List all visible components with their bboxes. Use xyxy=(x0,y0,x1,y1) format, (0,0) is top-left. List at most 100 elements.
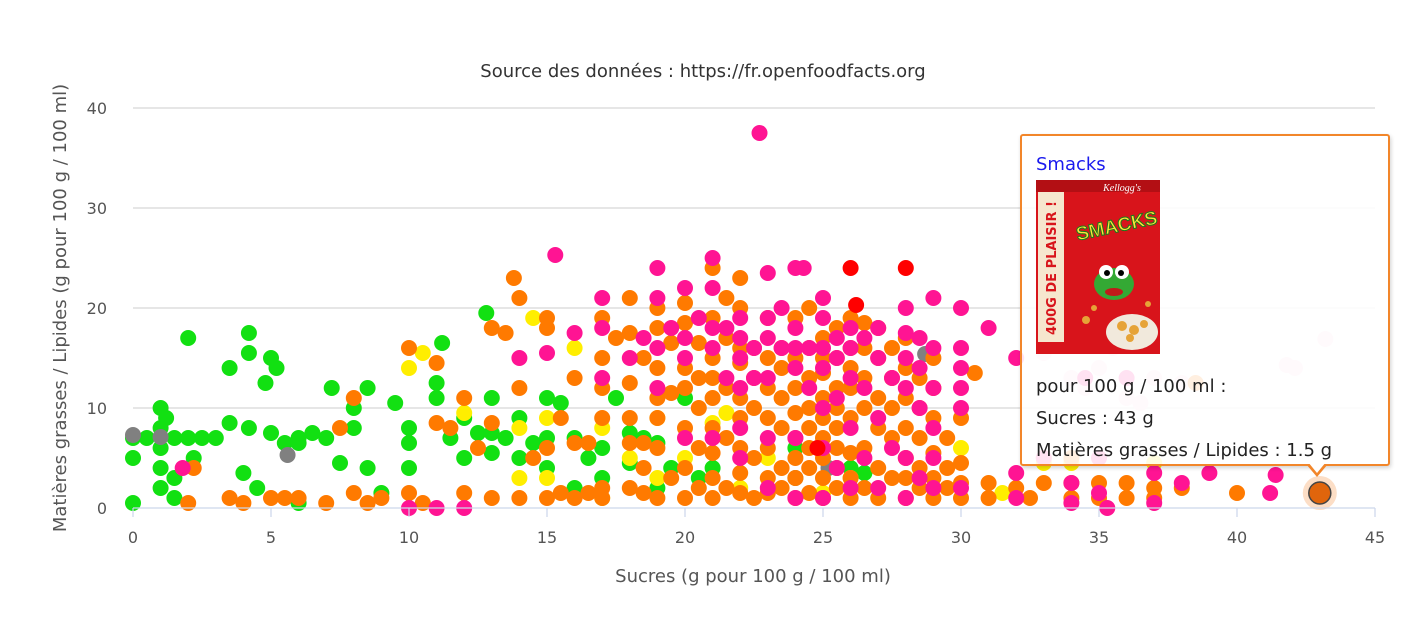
data-point-grade-C[interactable] xyxy=(677,460,693,476)
data-point-grade-C[interactable] xyxy=(497,325,514,341)
data-point-grade-C[interactable] xyxy=(401,340,417,356)
data-point-grade-A[interactable] xyxy=(345,420,362,436)
data-point-grade-C[interactable] xyxy=(345,485,362,501)
data-point-grade-D[interactable] xyxy=(801,340,818,356)
data-point-grade-D[interactable] xyxy=(842,480,859,496)
data-point-grade-C[interactable] xyxy=(483,415,500,431)
data-point-grade-A[interactable] xyxy=(180,430,197,446)
data-point-grade-D[interactable] xyxy=(566,325,583,341)
data-point-grade-D[interactable] xyxy=(773,340,790,356)
data-point-grade-C[interactable] xyxy=(428,415,445,431)
data-point-grade-A[interactable] xyxy=(359,460,376,476)
data-point-grade-C[interactable] xyxy=(456,485,473,501)
data-point-grade-A[interactable] xyxy=(125,450,141,466)
data-point-grade-D[interactable] xyxy=(1146,495,1163,511)
data-point-grade-C[interactable] xyxy=(345,390,362,406)
data-point-grade-D[interactable] xyxy=(953,340,969,356)
data-point-grade-A[interactable] xyxy=(428,375,445,391)
data-point-grade-A[interactable] xyxy=(276,435,293,451)
data-point-grade-D[interactable] xyxy=(925,420,942,436)
data-point-grade-D[interactable] xyxy=(704,340,721,356)
data-point-grade-B[interactable] xyxy=(525,310,542,326)
data-point-grade-C[interactable] xyxy=(884,340,900,356)
data-point-grade-C[interactable] xyxy=(815,470,831,486)
data-point-grade-A[interactable] xyxy=(456,450,473,466)
data-point-grade-C[interactable] xyxy=(511,490,528,506)
data-point-grade-C[interactable] xyxy=(428,355,445,371)
data-point-grade-B[interactable] xyxy=(621,450,638,466)
data-point-grade-C[interactable] xyxy=(980,475,997,491)
data-point-grade-C[interactable] xyxy=(732,465,749,481)
data-point-grade-C[interactable] xyxy=(773,360,790,376)
data-point-grade-D[interactable] xyxy=(690,310,707,326)
data-point-grade-C[interactable] xyxy=(505,270,522,286)
data-point-grade-A[interactable] xyxy=(401,420,417,436)
data-point-grade-C[interactable] xyxy=(911,430,928,446)
data-point-grade-D[interactable] xyxy=(1008,490,1025,506)
data-point-grade-D[interactable] xyxy=(649,290,666,306)
data-point-grade-C[interactable] xyxy=(870,460,887,476)
data-point-grade-A[interactable] xyxy=(257,375,274,391)
data-point-grade-C[interactable] xyxy=(773,480,790,496)
data-point-grade-A[interactable] xyxy=(207,430,224,446)
data-point-grade-D[interactable] xyxy=(953,300,969,316)
data-point-grade-C[interactable] xyxy=(552,485,569,501)
data-point-grade-D[interactable] xyxy=(842,340,859,356)
data-point-grade-D[interactable] xyxy=(897,380,914,396)
data-point-grade-C[interactable] xyxy=(635,460,652,476)
data-point-grade-C[interactable] xyxy=(718,430,735,446)
data-point-grade-A[interactable] xyxy=(470,425,486,441)
data-point-grade-C[interactable] xyxy=(594,480,611,496)
data-point-grade-C[interactable] xyxy=(953,455,969,471)
data-point-grade-C[interactable] xyxy=(580,485,597,501)
data-point-grade-C[interactable] xyxy=(180,495,197,511)
data-point-grade-D[interactable] xyxy=(732,330,749,346)
data-point-grade-A[interactable] xyxy=(304,425,321,441)
data-point-grade-C[interactable] xyxy=(677,490,693,506)
data-point-grade-A[interactable] xyxy=(240,325,257,341)
data-point-grade-C[interactable] xyxy=(704,490,721,506)
data-point-grade-D[interactable] xyxy=(911,470,928,486)
data-point-grade-D[interactable] xyxy=(621,350,638,366)
data-point-grade-A[interactable] xyxy=(525,435,542,451)
data-point-grade-D[interactable] xyxy=(759,330,776,346)
data-point-grade-D[interactable] xyxy=(925,450,942,466)
data-point-grade-A[interactable] xyxy=(608,390,624,406)
data-point-grade-D[interactable] xyxy=(815,490,831,506)
data-point-grade-A[interactable] xyxy=(497,430,514,446)
data-point-grade-D[interactable] xyxy=(704,430,721,446)
data-point-grade-A[interactable] xyxy=(434,335,451,351)
data-point-grade-unknown[interactable] xyxy=(152,429,169,445)
data-point-grade-C[interactable] xyxy=(649,490,666,506)
data-point-grade-C[interactable] xyxy=(690,480,707,496)
data-point-grade-C[interactable] xyxy=(621,410,638,426)
data-point-grade-C[interactable] xyxy=(276,490,293,506)
data-point-grade-D[interactable] xyxy=(1063,475,1080,491)
data-point-grade-D[interactable] xyxy=(953,480,969,496)
data-point-grade-D[interactable] xyxy=(787,340,804,356)
data-point-grade-A[interactable] xyxy=(152,460,169,476)
data-point-grade-C[interactable] xyxy=(690,370,707,386)
data-point-grade-C[interactable] xyxy=(373,490,390,506)
data-point-grade-D[interactable] xyxy=(815,340,831,356)
data-point-grade-C[interactable] xyxy=(663,385,680,401)
data-point-grade-D[interactable] xyxy=(1267,467,1284,483)
data-point-grade-C[interactable] xyxy=(870,390,887,406)
data-point-grade-B[interactable] xyxy=(511,420,528,436)
product-name-link[interactable]: Smacks xyxy=(1036,154,1106,175)
data-point-grade-A[interactable] xyxy=(580,450,597,466)
data-point-grade-D[interactable] xyxy=(925,380,942,396)
data-point-grade-C[interactable] xyxy=(856,480,873,496)
data-point-grade-D[interactable] xyxy=(1173,475,1190,491)
data-point-grade-C[interactable] xyxy=(787,470,804,486)
data-point-grade-E[interactable] xyxy=(848,297,865,313)
data-point-grade-C[interactable] xyxy=(718,480,735,496)
data-point-grade-C[interactable] xyxy=(773,420,790,436)
data-point-grade-C[interactable] xyxy=(594,350,611,366)
data-point-grade-C[interactable] xyxy=(980,490,997,506)
data-point-grade-C[interactable] xyxy=(677,315,693,331)
data-point-grade-B[interactable] xyxy=(401,360,417,376)
data-point-grade-B[interactable] xyxy=(456,405,473,421)
data-point-grade-C[interactable] xyxy=(801,460,818,476)
data-point-grade-C[interactable] xyxy=(787,450,804,466)
